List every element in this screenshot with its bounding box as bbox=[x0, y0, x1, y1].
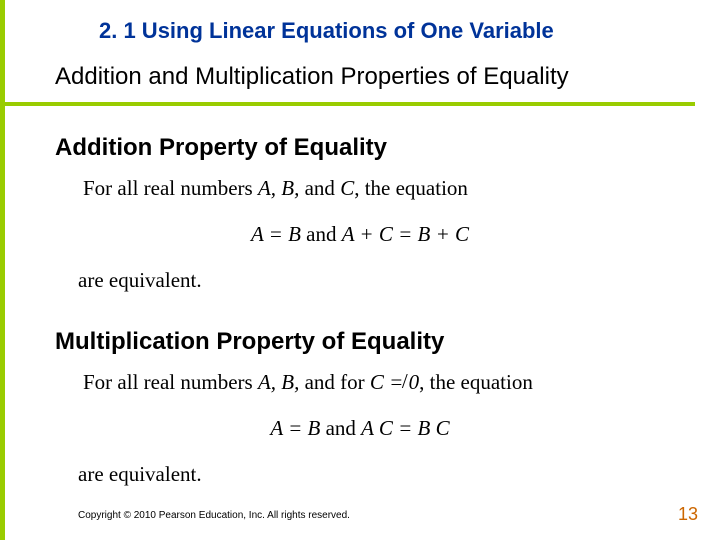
addition-equation: A = B and A + C = B + C bbox=[0, 222, 720, 247]
addition-intro-mid: and bbox=[299, 176, 340, 200]
multiplication-closing: are equivalent. bbox=[78, 462, 202, 487]
addition-intro-c: C bbox=[340, 176, 354, 200]
multiplication-intro-c: C = 0/ bbox=[370, 370, 419, 394]
addition-eq-conj: and bbox=[301, 222, 342, 246]
addition-intro: For all real numbers A, B, and C, the eq… bbox=[83, 176, 468, 201]
addition-closing: are equivalent. bbox=[78, 268, 202, 293]
slide-subtitle: Addition and Multiplication Properties o… bbox=[55, 63, 569, 91]
multiplication-intro: For all real numbers A, B, and for C = 0… bbox=[83, 370, 533, 395]
addition-intro-suffix: , the equation bbox=[354, 176, 468, 200]
addition-intro-vars: A, B, bbox=[258, 176, 299, 200]
section-title: 2. 1 Using Linear Equations of One Varia… bbox=[99, 18, 554, 44]
multiplication-eq-rhs: A C = B C bbox=[361, 416, 449, 440]
multiplication-intro-c-text: C = 0 bbox=[370, 370, 419, 394]
multiplication-intro-vars: A, B, bbox=[258, 370, 299, 394]
multiplication-intro-prefix: For all real numbers bbox=[83, 370, 258, 394]
addition-heading: Addition Property of Equality bbox=[55, 134, 387, 162]
addition-intro-prefix: For all real numbers bbox=[83, 176, 258, 200]
not-equal-strike: / bbox=[402, 369, 408, 394]
multiplication-intro-suffix: , the equation bbox=[419, 370, 533, 394]
addition-eq-rhs: A + C = B + C bbox=[342, 222, 469, 246]
multiplication-eq-lhs: A = B bbox=[270, 416, 320, 440]
slide-number: 13 bbox=[678, 504, 698, 525]
multiplication-eq-conj: and bbox=[320, 416, 361, 440]
addition-eq-lhs: A = B bbox=[251, 222, 301, 246]
copyright-text: Copyright © 2010 Pearson Education, Inc.… bbox=[78, 510, 350, 521]
multiplication-heading: Multiplication Property of Equality bbox=[55, 328, 444, 356]
left-accent-bar bbox=[0, 0, 5, 540]
multiplication-equation: A = B and A C = B C bbox=[0, 416, 720, 441]
multiplication-intro-mid: and for bbox=[299, 370, 370, 394]
horizontal-rule bbox=[5, 102, 695, 106]
